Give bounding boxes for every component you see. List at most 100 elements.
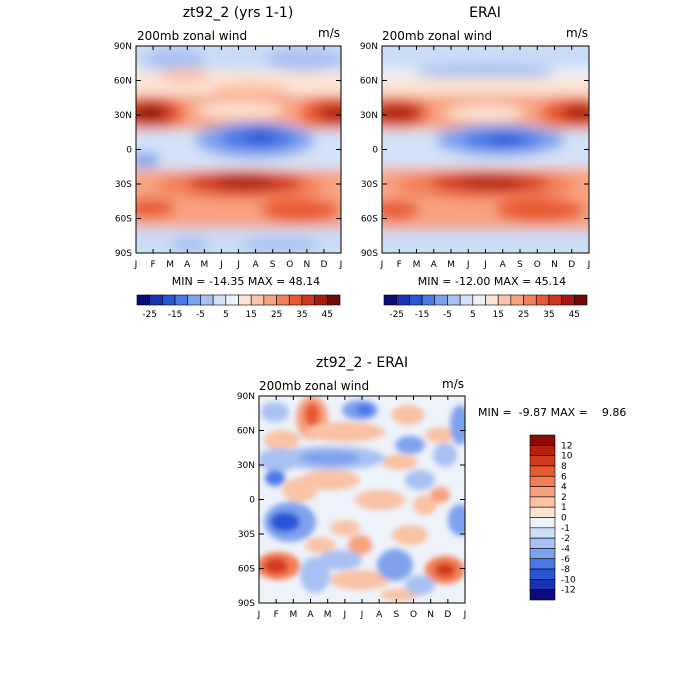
y-tick-label: 90N — [114, 42, 132, 52]
colorbar-swatch — [472, 294, 486, 306]
y-tick-label: 60N — [237, 427, 255, 437]
colorbar-label: 8 — [561, 462, 567, 472]
colorbar-swatch — [529, 496, 556, 508]
y-tick-label: 30N — [360, 111, 378, 121]
colorbar-label: 12 — [561, 441, 572, 451]
colorbar-label: -10 — [561, 575, 576, 585]
y-tick-label: 60N — [114, 77, 132, 87]
y-tick-label: 30S — [238, 530, 255, 540]
colorbar-swatch — [523, 294, 537, 306]
y-tick-label: 60S — [115, 215, 132, 225]
colorbar-label: 45 — [322, 310, 333, 320]
colorbar-label: -6 — [561, 555, 570, 565]
colorbar-label: -25 — [142, 310, 157, 320]
colorbar-swatch — [162, 294, 176, 306]
panel-model-stats: MIN = -14.35 MAX = 48.14 — [172, 275, 320, 288]
x-tick-label: J — [257, 610, 261, 620]
y-tick-label: 60N — [360, 77, 378, 87]
y-tick-label: 0 — [372, 146, 378, 156]
colorbar-label: -25 — [389, 310, 404, 320]
x-tick-label: F — [397, 260, 402, 270]
colorbar-label: -4 — [561, 544, 570, 554]
x-tick-label: J — [236, 260, 240, 270]
y-tick-label: 90N — [237, 392, 255, 402]
colorbar-swatch — [548, 294, 562, 306]
colorbar-swatch — [529, 537, 556, 549]
panel-diff-units: m/s — [442, 377, 464, 391]
y-tick-label: 90S — [115, 249, 132, 259]
x-tick-label: A — [431, 260, 438, 270]
colorbar-swatch — [250, 294, 265, 306]
colorbar-swatch — [314, 294, 328, 306]
x-tick-label: A — [500, 260, 507, 270]
colorbar-swatch — [529, 568, 556, 580]
x-tick-label: J — [343, 610, 347, 620]
colorbar-swatch — [434, 294, 448, 306]
colorbar-label: -8 — [561, 565, 570, 575]
colorbar-swatch — [529, 527, 556, 539]
colorbar-swatch — [574, 294, 588, 306]
colorbar-label: -5 — [443, 310, 452, 320]
colorbar-swatch — [238, 294, 252, 306]
panel-obs-field — [382, 46, 589, 253]
colorbar-label: -15 — [415, 310, 430, 320]
colorbar-label: 15 — [492, 310, 503, 320]
colorbar-swatch — [529, 434, 556, 446]
colorbar-label: 1 — [561, 503, 567, 513]
colorbar-label: 5 — [470, 310, 476, 320]
y-tick-label: 30S — [115, 180, 132, 190]
panel-diff-stats: MIN = -9.87 MAX = 9.86 — [478, 406, 626, 419]
colorbar-swatch — [529, 548, 556, 560]
x-tick-label: J — [463, 610, 467, 620]
y-tick-label: 30N — [237, 461, 255, 471]
x-tick-label: O — [410, 610, 417, 620]
colorbar-swatch — [529, 465, 556, 477]
colorbar-swatch — [327, 294, 341, 306]
x-tick-label: N — [427, 610, 434, 620]
x-tick-label: N — [303, 260, 310, 270]
colorbar-label: 4 — [561, 483, 567, 493]
colorbar-swatch — [561, 294, 575, 306]
x-tick-label: M — [447, 260, 455, 270]
colorbar-swatch — [136, 294, 150, 306]
colorbar-swatch — [510, 294, 524, 306]
x-tick-label: F — [274, 610, 279, 620]
panel-obs-colorbar: -25 -15 -5 5 15 25 35 45 — [383, 294, 588, 320]
x-tick-label: D — [320, 260, 327, 270]
colorbar-swatch — [535, 294, 550, 306]
panel-diff-field — [259, 396, 465, 603]
panel-model-field — [136, 46, 341, 253]
x-tick-label: S — [393, 610, 399, 620]
panel-diff: zt92_2 - ERAI 200mb zonal wind m/s — [237, 355, 627, 620]
panel-model-variable-label: 200mb zonal wind — [137, 29, 247, 43]
colorbar-swatch — [529, 558, 556, 570]
colorbar-swatch — [529, 475, 556, 487]
colorbar-swatch — [447, 294, 461, 306]
colorbar-swatch — [497, 294, 512, 306]
x-tick-label: M — [200, 260, 208, 270]
x-tick-label: A — [307, 610, 314, 620]
y-tick-label: 60S — [361, 215, 378, 225]
colorbar-label: 35 — [543, 310, 554, 320]
x-tick-label: M — [289, 610, 297, 620]
x-tick-label: S — [517, 260, 523, 270]
colorbar-swatch — [276, 294, 290, 306]
panel-obs: ERAI 200mb zonal wind m/s — [360, 5, 591, 320]
panel-diff-variable-label: 200mb zonal wind — [259, 379, 369, 393]
x-tick-label: D — [568, 260, 575, 270]
colorbar-swatch — [529, 589, 556, 601]
colorbar-swatch — [529, 579, 556, 590]
colorbar-swatch — [529, 445, 556, 456]
y-tick-label: 30N — [114, 111, 132, 121]
x-tick-label: N — [551, 260, 558, 270]
colorbar-swatch — [529, 506, 556, 518]
colorbar-swatch — [288, 294, 303, 306]
x-tick-label: O — [286, 260, 293, 270]
y-tick-label: 0 — [249, 496, 255, 506]
colorbar-swatch — [212, 294, 227, 306]
colorbar-swatch — [174, 294, 189, 306]
